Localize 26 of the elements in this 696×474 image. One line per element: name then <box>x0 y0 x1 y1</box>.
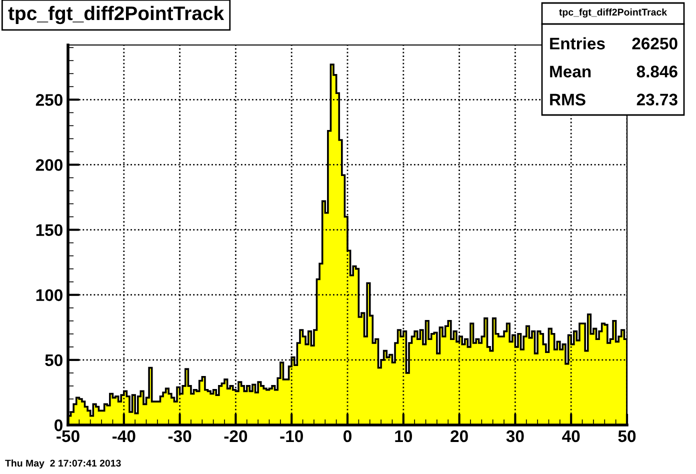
x-tick-label: -30 <box>168 430 192 442</box>
x-tick-label: 30 <box>506 430 524 442</box>
x-tick-label: -50 <box>56 430 80 442</box>
y-tick-label: 50 <box>45 354 62 366</box>
text: Thu May 2 17:07:41 2013 <box>5 459 121 469</box>
x-tick-label: -40 <box>112 430 136 442</box>
x-tick-label: 50 <box>618 430 636 442</box>
x-tick-label: 0 <box>344 430 352 442</box>
y-tick-label: 0 <box>54 419 62 432</box>
annotation: Entries <box>550 37 605 50</box>
y-tick-label: 250 <box>36 94 62 106</box>
x-tick-label: 40 <box>562 430 580 442</box>
chart-title: tpc_fgt_diff2PointTrack <box>8 6 224 24</box>
annotation: Mean <box>550 66 591 78</box>
x-tick-label: 10 <box>395 430 412 442</box>
text: 23.73 <box>636 94 678 106</box>
text: 8.846 <box>636 66 678 78</box>
annotation: RMS <box>550 94 586 106</box>
x-tick-label: 20 <box>450 430 468 442</box>
x-tick-label: -10 <box>280 430 303 442</box>
text: tpc_fgt_diff2PointTrack <box>559 8 668 18</box>
y-tick-label: 150 <box>36 224 62 236</box>
y-tick-label: 100 <box>36 289 62 302</box>
text: 26250 <box>632 38 678 50</box>
y-tick-label: 200 <box>36 159 62 171</box>
x-tick-label: -20 <box>224 430 248 442</box>
